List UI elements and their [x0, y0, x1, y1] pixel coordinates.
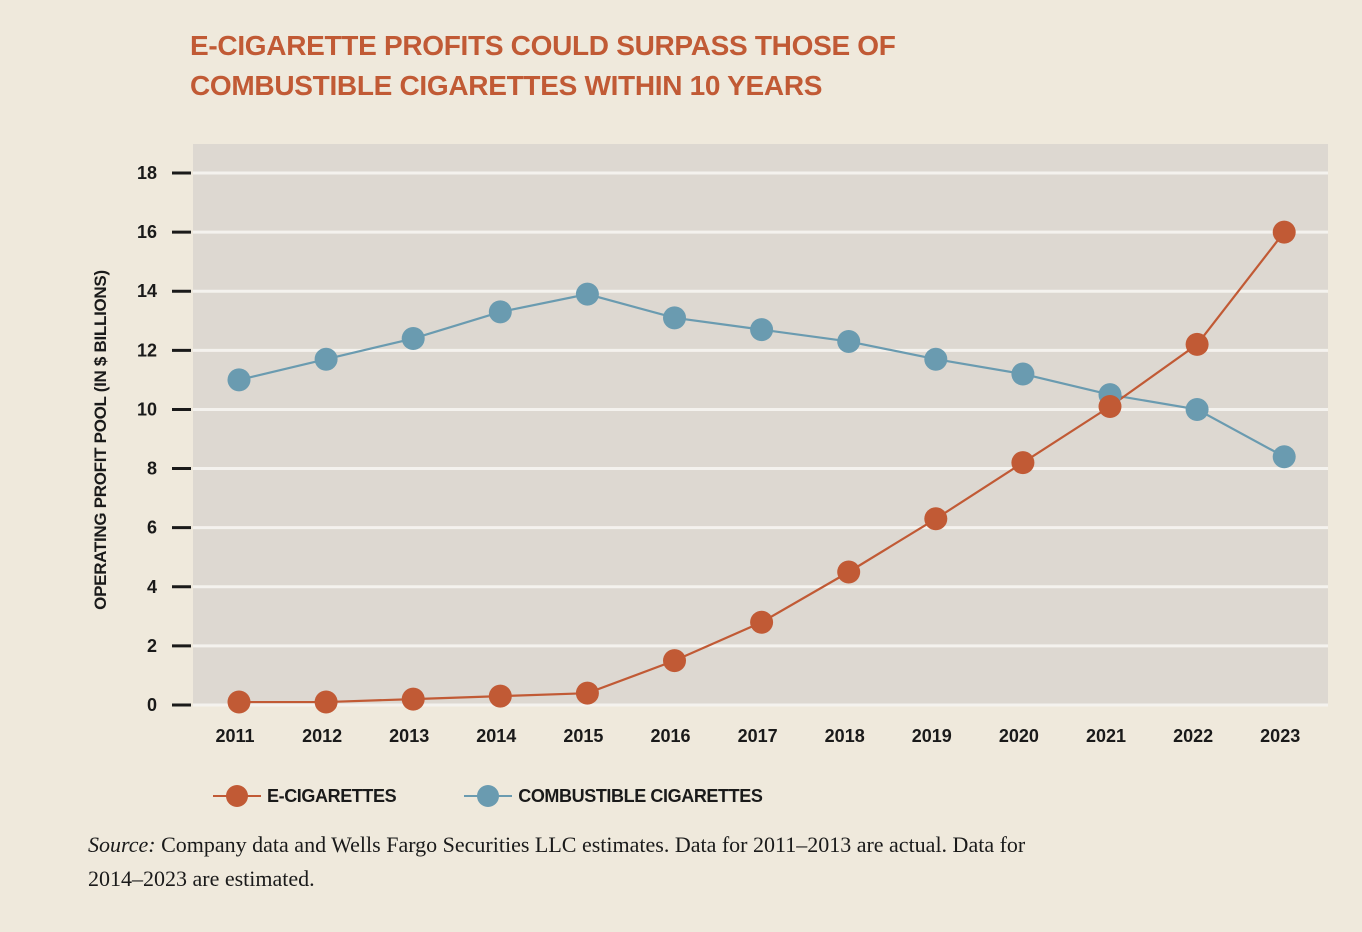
gridlines — [193, 171, 1328, 707]
legend-marker-e-cigarettes-icon — [213, 784, 261, 808]
point-e-cigarettes-2019 — [924, 507, 948, 531]
point-e-cigarettes-2021 — [1098, 394, 1122, 418]
legend: E-CIGARETTES COMBUSTIBLE CIGARETTES — [213, 783, 830, 809]
legend-item-e-cigarettes: E-CIGARETTES — [213, 784, 397, 808]
x-tick-label-2017: 2017 — [738, 726, 778, 746]
point-e-cigarettes-2020 — [1011, 451, 1035, 475]
point-combustible-2019 — [924, 347, 948, 371]
x-tick-label-2021: 2021 — [1086, 726, 1126, 746]
source-text: Company data and Wells Fargo Securities … — [88, 832, 1026, 891]
point-combustible-2023 — [1272, 445, 1296, 469]
point-e-cigarettes-2016 — [663, 649, 686, 673]
point-combustible-2022 — [1185, 397, 1209, 421]
y-tick-label-10: 10 — [137, 399, 157, 419]
point-e-cigarettes-2017 — [750, 610, 774, 634]
legend-label-e-cigarettes: E-CIGARETTES — [267, 785, 397, 806]
point-e-cigarettes-2018 — [837, 560, 861, 584]
point-combustible-2011 — [227, 368, 251, 392]
point-e-cigarettes-2011 — [227, 690, 251, 714]
y-axis: 0 2 4 6 8 10 12 14 16 18 — [137, 163, 191, 715]
y-tick-label-2: 2 — [147, 636, 157, 656]
x-tick-label-2014: 2014 — [476, 726, 516, 746]
y-tick-label-12: 12 — [137, 340, 157, 360]
point-combustible-2014 — [488, 300, 512, 324]
source-label: Source: — [88, 832, 156, 857]
point-combustible-2012 — [314, 347, 338, 371]
y-tick-label-14: 14 — [137, 281, 157, 301]
point-combustible-2013 — [401, 327, 425, 351]
x-axis: 2011 2012 2013 2014 2015 2016 2017 2018 2019 2020… — [215, 726, 1300, 746]
y-tick-label-18: 18 — [137, 163, 157, 183]
point-combustible-2020 — [1011, 362, 1035, 386]
point-e-cigarettes-2013 — [401, 687, 425, 711]
x-tick-label-2013: 2013 — [389, 726, 429, 746]
point-combustible-2015 — [575, 282, 599, 306]
series-group — [227, 220, 1296, 714]
y-tick-label-16: 16 — [137, 222, 157, 242]
chart-title-line-1: E-CIGARETTE PROFITS COULD SURPASS THOSE … — [190, 30, 896, 61]
y-tick-label-6: 6 — [147, 518, 157, 538]
point-e-cigarettes-2023 — [1272, 220, 1296, 244]
point-e-cigarettes-2012 — [314, 690, 338, 714]
y-tick-label-8: 8 — [147, 459, 157, 479]
chart-title-line-2: COMBUSTIBLE CIGARETTES WITHIN 10 YEARS — [190, 70, 823, 101]
point-combustible-2017 — [750, 318, 774, 342]
point-combustible-2016 — [663, 306, 686, 330]
y-tick-label-0: 0 — [147, 695, 157, 715]
x-tick-label-2015: 2015 — [563, 726, 603, 746]
legend-marker-combustible-icon — [464, 784, 513, 808]
y-axis-label: OPERATING PROFIT POOL (IN $ BILLIONS) — [91, 270, 110, 610]
point-combustible-2018 — [837, 329, 861, 353]
point-e-cigarettes-2015 — [575, 681, 599, 705]
point-e-cigarettes-2014 — [488, 684, 512, 708]
y-tick-label-4: 4 — [147, 577, 157, 597]
legend-item-combustible: COMBUSTIBLE CIGARETTES — [464, 784, 763, 808]
x-tick-label-2016: 2016 — [650, 726, 690, 746]
x-tick-label-2022: 2022 — [1173, 726, 1213, 746]
x-tick-label-2011: 2011 — [215, 726, 254, 746]
x-tick-label-2012: 2012 — [302, 726, 342, 746]
x-tick-label-2019: 2019 — [912, 726, 952, 746]
point-e-cigarettes-2022 — [1185, 332, 1209, 356]
legend-label-combustible: COMBUSTIBLE CIGARETTES — [518, 785, 763, 806]
x-tick-label-2018: 2018 — [825, 726, 865, 746]
x-tick-label-2020: 2020 — [999, 726, 1039, 746]
x-tick-label-2023: 2023 — [1260, 726, 1300, 746]
source-note: Source: Company data and Wells Fargo Sec… — [88, 828, 1048, 896]
chart-title: E-CIGARETTE PROFITS COULD SURPASS THOSE … — [190, 26, 896, 106]
